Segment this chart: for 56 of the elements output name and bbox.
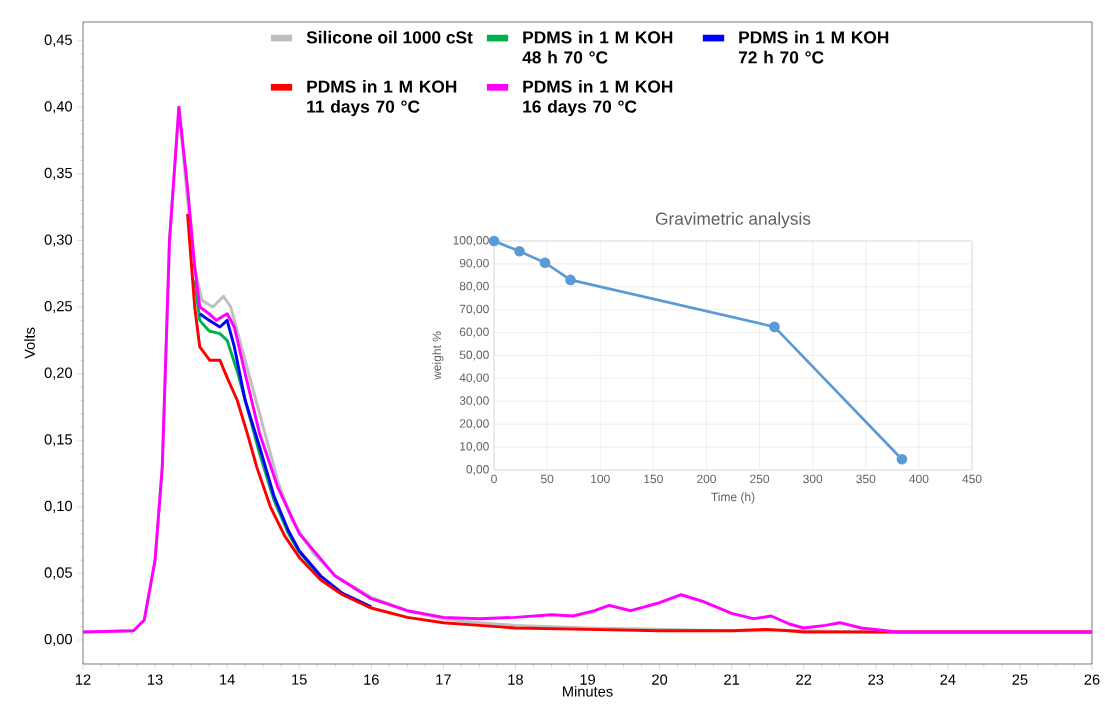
y-tick-label: 30,00 xyxy=(459,396,489,407)
y-tick-label: 0,45 xyxy=(44,34,72,47)
y-axis-title: Volts xyxy=(24,327,35,359)
x-tick-label: 24 xyxy=(940,674,956,685)
x-tick-label: 23 xyxy=(868,674,884,685)
y-tick-label: 40,00 xyxy=(459,373,489,384)
x-axis-title: Minutes xyxy=(563,685,613,697)
y-tick-label: 0,15 xyxy=(44,434,72,447)
legend-label: PDMS in 1 M KOH 11 days 70 °C xyxy=(307,80,457,117)
y-tick-label: 0,00 xyxy=(44,633,73,647)
x-tick-label: 50 xyxy=(540,474,554,484)
y-tick-label: 90,00 xyxy=(459,258,489,269)
x-tick-label: 12 xyxy=(75,674,91,685)
y-tick-label: 10,00 xyxy=(460,442,489,453)
x-tick-label: 25 xyxy=(1012,674,1028,685)
y-tick-label: 60,00 xyxy=(459,327,489,338)
y-tick-label: 50,00 xyxy=(459,350,489,361)
x-tick-label: 100 xyxy=(591,474,610,484)
x-tick-label: 200 xyxy=(697,474,716,484)
x-tick-label: 0 xyxy=(491,474,497,484)
x-tick-label: 15 xyxy=(292,674,307,685)
x-axis-title: Time (h) xyxy=(711,492,755,504)
y-tick-label: 0,35 xyxy=(44,167,72,180)
x-tick-label: 17 xyxy=(436,674,451,685)
y-tick-label: 100,00 xyxy=(453,236,489,246)
y-tick-label: 0,20 xyxy=(44,367,73,380)
x-tick-label: 350 xyxy=(856,474,876,484)
y-tick-label: 0,00 xyxy=(466,465,489,475)
y-tick-label: 0,40 xyxy=(44,101,73,114)
legend-label: PDMS in 1 M KOH 16 days 70 °C xyxy=(523,80,673,117)
y-tick-label: 20,00 xyxy=(459,419,489,430)
x-tick-label: 14 xyxy=(220,674,235,685)
x-tick-label: 250 xyxy=(750,474,770,484)
y-tick-label: 0,30 xyxy=(44,234,73,247)
x-tick-label: 22 xyxy=(796,674,812,685)
x-tick-label: 26 xyxy=(1084,674,1100,685)
y-tick-label: 80,00 xyxy=(459,281,489,292)
x-tick-label: 19 xyxy=(580,674,595,685)
x-tick-label: 20 xyxy=(652,674,668,685)
legend-label: Silicone oil 1000 cSt xyxy=(306,30,473,44)
chart-title: Gravimetric analysis xyxy=(655,212,811,229)
y-tick-label: 0,10 xyxy=(44,500,73,513)
legend-label: PDMS in 1 M KOH 48 h 70 °C xyxy=(522,30,673,64)
x-tick-label: 18 xyxy=(508,674,523,685)
y-tick-label: 0,25 xyxy=(44,300,72,314)
y-tick-label: 0,05 xyxy=(44,567,72,580)
x-tick-label: 300 xyxy=(803,474,823,484)
y-tick-label: 70,00 xyxy=(459,304,489,315)
legend-label: PDMS in 1 M KOH 72 h 70 °C xyxy=(738,30,889,64)
x-tick-label: 13 xyxy=(148,674,163,685)
x-tick-label: 450 xyxy=(962,474,982,484)
y-axis-title: weight % xyxy=(432,331,444,380)
x-tick-label: 150 xyxy=(644,474,663,484)
x-tick-label: 16 xyxy=(364,674,379,685)
x-tick-label: 21 xyxy=(724,674,740,685)
x-tick-label: 400 xyxy=(909,474,929,484)
